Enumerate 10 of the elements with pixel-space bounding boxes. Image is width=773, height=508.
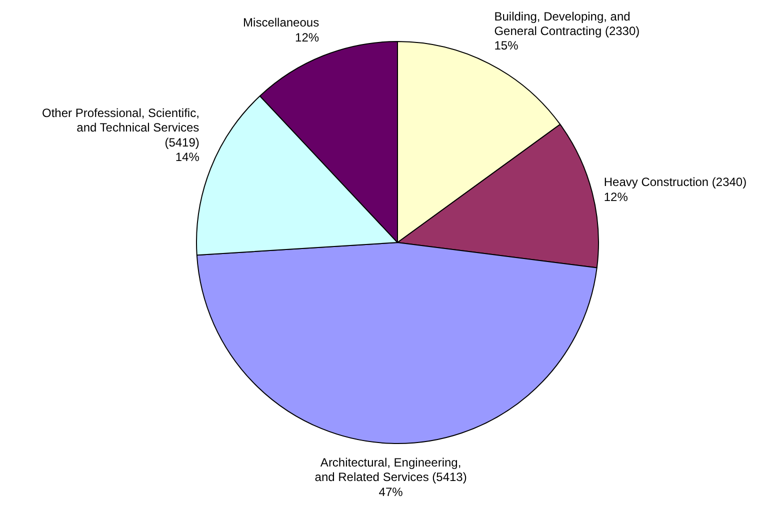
slice-label: Architectural, Engineering, and Related Services (5413) [314,455,467,484]
data-label: 47% [378,484,404,499]
slice-label: Miscellaneous [243,16,320,30]
slice-label: Other Professional, Scientific, and Technical Services (5419) [42,106,200,150]
data-label: 12% [604,190,628,204]
slice-label: Building, Developing, and General Contracting (2330) [494,9,640,38]
data-label: 15% [494,38,519,53]
data-label: 14% [175,150,200,164]
data-label: 12% [295,30,320,44]
slice-label: Heavy Construction (2340) [604,175,747,190]
